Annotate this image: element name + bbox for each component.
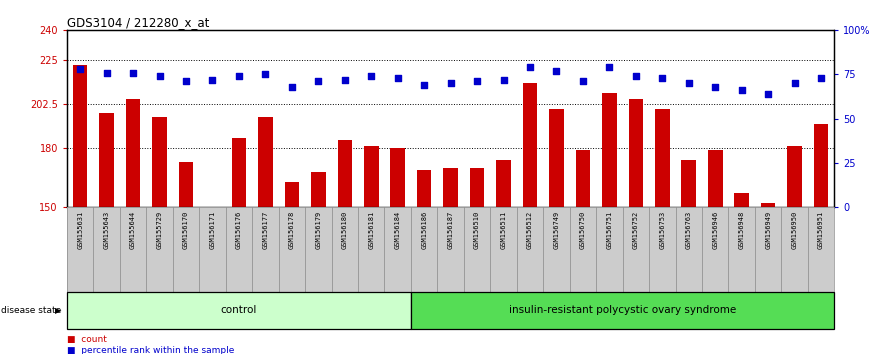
Text: GSM156511: GSM156511 (500, 211, 507, 249)
Text: ▶: ▶ (55, 306, 61, 315)
Point (152, 73, 167, 79)
Bar (549, 109, 564, 207)
Point (390, 75, 404, 81)
Text: GSM156179: GSM156179 (315, 211, 322, 249)
Bar (788, 146, 802, 207)
Point (682, 80, 696, 86)
Text: GSM156946: GSM156946 (712, 211, 718, 249)
Text: GSM156178: GSM156178 (289, 211, 295, 249)
Bar (682, 160, 696, 207)
Text: GSM156948: GSM156948 (738, 211, 744, 249)
Point (523, 64, 537, 70)
Text: GSM156176: GSM156176 (236, 211, 242, 249)
Text: GSM156177: GSM156177 (263, 211, 269, 249)
Bar (311, 172, 326, 207)
Bar (443, 168, 458, 207)
Bar (496, 160, 511, 207)
Bar (655, 109, 670, 207)
Text: ■  count: ■ count (67, 335, 107, 344)
Point (179, 79, 193, 84)
Text: ■  percentile rank within the sample: ■ percentile rank within the sample (67, 346, 234, 354)
Text: GSM155631: GSM155631 (78, 211, 83, 249)
Bar (232, 138, 246, 207)
Bar (390, 148, 405, 207)
Point (285, 84, 299, 90)
Point (443, 80, 458, 86)
Point (205, 77, 219, 82)
Bar (258, 116, 273, 207)
Point (364, 73, 378, 79)
Bar (411, 292, 834, 329)
Text: GSM156181: GSM156181 (368, 211, 374, 249)
Point (735, 87, 749, 93)
Text: GSM156763: GSM156763 (685, 211, 692, 249)
Text: GSM156180: GSM156180 (342, 211, 348, 249)
Bar (628, 99, 643, 207)
Text: GSM156186: GSM156186 (421, 211, 427, 249)
Point (814, 75, 828, 81)
Bar (67, 292, 411, 329)
Point (470, 79, 485, 84)
Text: GSM156187: GSM156187 (448, 211, 454, 249)
Bar (285, 182, 300, 207)
Text: control: control (221, 305, 257, 315)
Point (788, 80, 802, 86)
Bar (814, 125, 828, 207)
Bar (337, 140, 352, 207)
Bar (152, 116, 167, 207)
Bar (179, 162, 193, 207)
Text: GSM156951: GSM156951 (818, 211, 824, 249)
Point (550, 68, 564, 74)
Text: GSM156949: GSM156949 (766, 211, 771, 249)
Point (655, 75, 670, 81)
Point (232, 73, 246, 79)
Text: GSM156750: GSM156750 (580, 211, 586, 249)
Text: GSM156749: GSM156749 (553, 211, 559, 249)
Bar (761, 203, 775, 207)
Point (497, 77, 511, 82)
Text: GSM156512: GSM156512 (527, 211, 533, 249)
Bar (126, 99, 140, 207)
Bar (417, 170, 432, 207)
Text: insulin-resistant polycystic ovary syndrome: insulin-resistant polycystic ovary syndr… (509, 305, 737, 315)
Text: GSM156171: GSM156171 (210, 211, 216, 249)
Point (761, 91, 775, 97)
Text: GSM155643: GSM155643 (104, 211, 109, 249)
Bar (602, 93, 617, 207)
Bar (470, 168, 485, 207)
Text: GSM155729: GSM155729 (157, 211, 163, 249)
Point (126, 70, 140, 75)
Point (311, 79, 325, 84)
Bar (575, 150, 590, 207)
Bar (522, 83, 537, 207)
Point (258, 72, 272, 77)
Text: GSM156751: GSM156751 (606, 211, 612, 249)
Point (629, 73, 643, 79)
Text: GSM156170: GSM156170 (183, 211, 189, 249)
Bar (364, 146, 379, 207)
Bar (708, 150, 722, 207)
Text: GSM155644: GSM155644 (130, 211, 136, 249)
Point (576, 79, 590, 84)
Bar (73, 65, 87, 207)
Text: GDS3104 / 212280_x_at: GDS3104 / 212280_x_at (67, 16, 210, 29)
Text: GSM156950: GSM156950 (792, 211, 797, 249)
Point (73, 66, 87, 72)
Point (337, 77, 352, 82)
Point (417, 82, 431, 88)
Text: GSM156753: GSM156753 (659, 211, 665, 249)
Text: GSM156752: GSM156752 (633, 211, 639, 249)
Text: GSM156184: GSM156184 (395, 211, 401, 249)
Point (708, 84, 722, 90)
Bar (100, 113, 114, 207)
Text: GSM156510: GSM156510 (474, 211, 480, 249)
Text: disease state: disease state (1, 306, 61, 315)
Point (100, 70, 114, 75)
Bar (735, 193, 749, 207)
Point (603, 64, 617, 70)
